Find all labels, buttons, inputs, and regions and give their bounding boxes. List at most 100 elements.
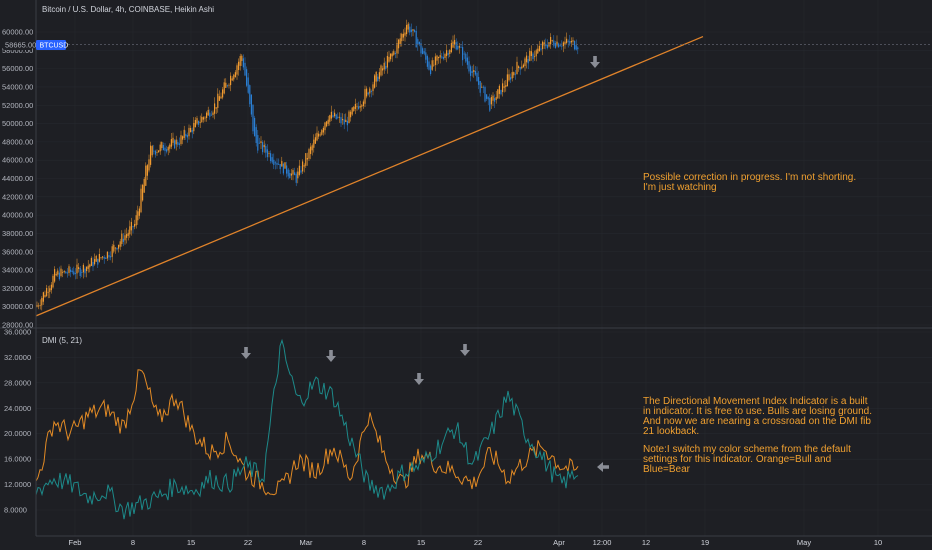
candle-body [426, 56, 428, 67]
time-tick-label: 19 [701, 538, 709, 547]
candle-body [70, 269, 72, 272]
candle-body [550, 37, 552, 45]
candle-body [114, 247, 116, 249]
candle-body [127, 232, 129, 236]
candle-body [206, 112, 208, 118]
candle-body [50, 284, 52, 291]
candle-body [372, 84, 374, 92]
dmi-tick-label: 16.0000 [4, 455, 31, 464]
candle-body [57, 270, 59, 275]
candle-body [55, 273, 57, 276]
candle-body [41, 298, 43, 306]
dmi-tick-label: 32.0000 [4, 353, 31, 362]
candle-body [273, 159, 275, 166]
trendline[interactable] [35, 35, 704, 317]
candle-body [110, 256, 112, 258]
candle-body [462, 47, 464, 61]
price-tick-label: 42000.00 [2, 192, 33, 201]
candle-body [457, 45, 459, 50]
candle-body [254, 117, 256, 137]
candle-body [479, 80, 481, 93]
candle-body [66, 272, 68, 274]
candle-body [298, 165, 300, 175]
candle-body [433, 64, 435, 66]
dmi-axis[interactable]: 36.0000 32.0000 28.0000 24.0000 20.0000 16.00… [4, 328, 31, 515]
candle-body [82, 264, 84, 273]
dmi-note[interactable]: The Directional Movement Index Indicator… [643, 396, 872, 475]
candle-body [348, 111, 350, 124]
candle-body [73, 271, 75, 275]
candle-body [217, 93, 219, 108]
dmi-tick-label: 12.0000 [4, 480, 31, 489]
candle-body [153, 150, 155, 152]
candle-body [247, 77, 249, 93]
candle-body [47, 291, 49, 293]
candle-body [386, 55, 388, 68]
candle-body [124, 235, 126, 241]
candles-group [36, 19, 579, 311]
candle-body [572, 40, 574, 42]
candle-body [300, 170, 302, 173]
candle-body [94, 259, 96, 265]
candle-body [398, 39, 400, 49]
candle-body [466, 57, 468, 65]
candle-body [428, 61, 430, 70]
candle-body [199, 121, 201, 123]
candle-body [266, 149, 268, 158]
candle-body [417, 39, 419, 45]
chart-title: Bitcoin / U.S. Dollar, 4h, COINBASE, Hei… [42, 5, 214, 14]
candle-body [556, 41, 558, 46]
candle-body [68, 266, 70, 273]
candle-body [265, 146, 267, 153]
candle-body [49, 288, 51, 292]
candle-body [327, 119, 329, 124]
candle-body [444, 54, 446, 58]
candle-body [260, 141, 262, 144]
dmi-tick-label: 8.0000 [4, 506, 27, 515]
candle-body [474, 71, 476, 75]
time-tick-label: Mar [300, 538, 313, 547]
candle-body [242, 58, 244, 68]
down-arrow-icon [590, 56, 600, 68]
candle-body [481, 86, 483, 88]
candle-body [318, 133, 320, 137]
time-tick-label: Apr [553, 538, 565, 547]
candle-body [434, 56, 436, 65]
candle-body [500, 89, 502, 95]
candle-body [356, 106, 358, 108]
candle-body [255, 127, 257, 143]
candle-body [351, 107, 353, 115]
indicator-label[interactable]: DMI (5, 21) [42, 336, 82, 345]
candle-body [225, 82, 227, 88]
candle-body [220, 96, 222, 99]
candle-body [297, 171, 299, 179]
candle-body [52, 275, 54, 288]
candle-body [388, 56, 390, 62]
candle-body [282, 163, 284, 174]
candle-body [330, 111, 332, 119]
candle-body [201, 116, 203, 123]
candle-body [116, 247, 118, 250]
candle-body [198, 120, 200, 125]
price-note[interactable]: Possible correction in progress. I'm not… [643, 172, 856, 193]
time-axis[interactable]: Feb 8 15 22 Mar 8 15 22 Apr 12:00 12 19 May 10 [69, 538, 883, 547]
candle-body [375, 71, 377, 82]
candle-body [294, 172, 296, 176]
candle-body [295, 173, 297, 183]
candle-body [511, 72, 513, 79]
candle-body [418, 41, 420, 45]
time-tick-label: Feb [69, 538, 82, 547]
candle-body [129, 226, 131, 235]
candle-body [170, 139, 172, 147]
price-tick-label: 36000.00 [2, 247, 33, 256]
candle-body [246, 69, 248, 86]
candle-body [314, 137, 316, 144]
candle-body [302, 161, 304, 172]
candle-body [63, 270, 65, 273]
candle-body [164, 147, 166, 151]
candle-body [145, 165, 147, 186]
price-axis[interactable]: 60000.00 58000.00 56000.00 54000.00 52000.00… [2, 28, 33, 330]
candle-body [439, 55, 441, 58]
candle-body [542, 41, 544, 50]
